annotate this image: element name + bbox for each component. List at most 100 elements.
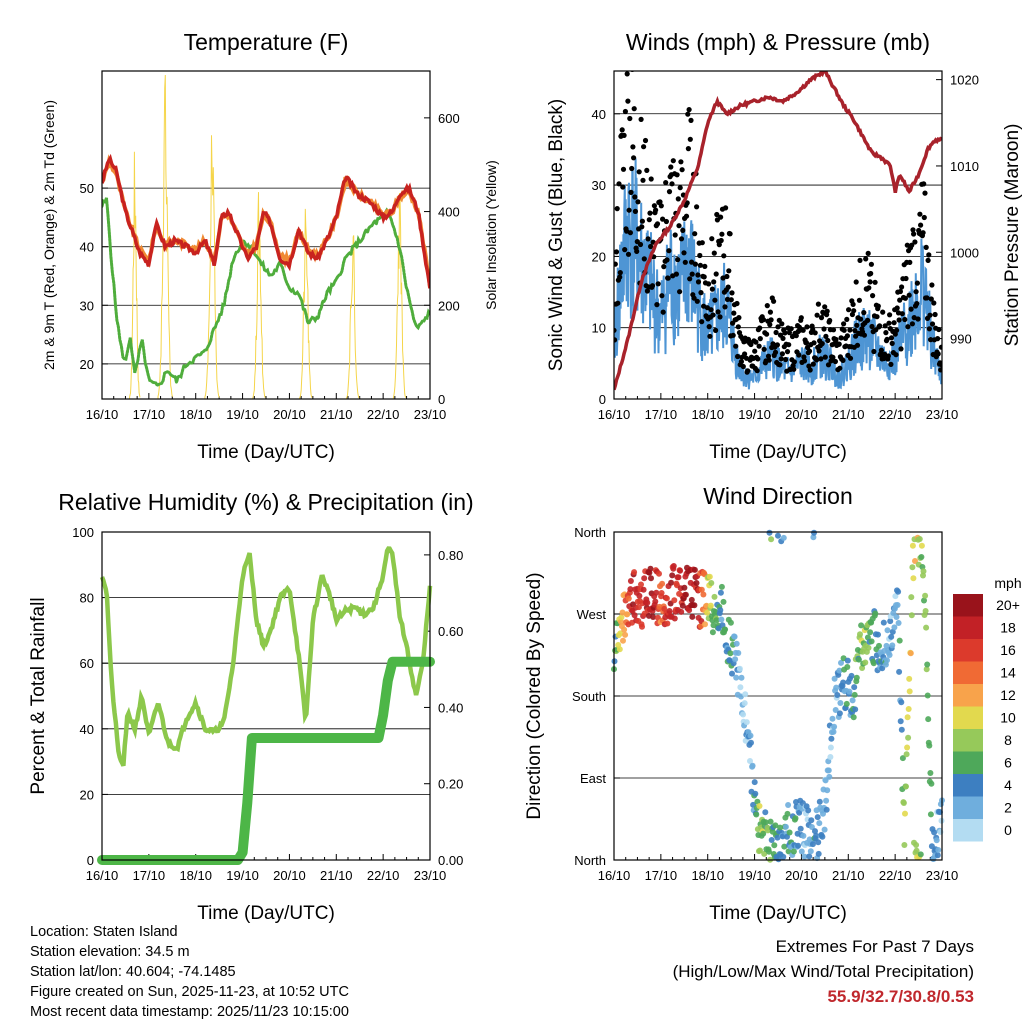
- direction-point: [752, 790, 759, 797]
- direction-point: [889, 628, 896, 635]
- direction-point: [901, 842, 908, 848]
- direction-point: [653, 589, 660, 596]
- direction-point: [906, 675, 913, 682]
- gust-point: [868, 261, 875, 267]
- direction-x-tick-label: 19/10: [738, 868, 771, 883]
- winds-y-tick-label: 0: [599, 392, 606, 407]
- direction-point: [904, 744, 911, 751]
- gust-point: [626, 207, 632, 213]
- total-rainfall-line: [97, 656, 435, 865]
- direction-point: [720, 598, 727, 605]
- winds-plot-frame: [613, 70, 943, 400]
- direction-point: [638, 581, 644, 588]
- direction-point: [707, 602, 714, 609]
- winds-x-tick-label: 20/10: [785, 407, 818, 422]
- gust-point: [678, 159, 684, 165]
- gust-point: [742, 351, 748, 357]
- direction-point: [644, 599, 651, 606]
- gust-point: [648, 176, 654, 182]
- gust-point: [738, 359, 745, 365]
- direction-point: [905, 706, 912, 712]
- humidity-x-tick-label: 22/10: [367, 868, 400, 883]
- gust-point: [711, 279, 717, 285]
- gust-point: [670, 158, 676, 164]
- direction-point: [718, 583, 725, 590]
- direction-point: [647, 565, 654, 572]
- gust-point: [695, 272, 701, 278]
- direction-point: [816, 820, 823, 827]
- gust-point: [682, 259, 688, 265]
- gust-point: [709, 286, 716, 292]
- gust-point: [822, 304, 828, 310]
- humidity-y-right-tick-label: 0.00: [438, 853, 463, 868]
- gust-point: [782, 330, 788, 336]
- direction-point: [934, 852, 941, 859]
- gust-point: [887, 312, 893, 318]
- gust-point: [791, 366, 797, 372]
- gust-point: [687, 136, 693, 142]
- gust-point: [908, 306, 914, 312]
- gust-point: [620, 184, 626, 190]
- gust-point: [914, 301, 920, 307]
- extremes-values: 55.9/32.7/30.8/0.53: [827, 987, 974, 1006]
- gust-point: [624, 71, 630, 77]
- direction-point: [879, 665, 886, 672]
- gust-point: [687, 276, 693, 282]
- gust-point: [648, 243, 654, 250]
- direction-x-tick-label: 22/10: [879, 868, 912, 883]
- gust-point: [938, 344, 942, 350]
- winds-y-right-tick-label: 1020: [950, 73, 979, 88]
- gust-point: [837, 365, 843, 371]
- direction-point: [816, 798, 823, 805]
- direction-point: [648, 575, 654, 582]
- direction-point: [806, 853, 813, 860]
- gust-point: [778, 356, 784, 362]
- temperature-x-tick-label: 18/10: [179, 407, 212, 422]
- direction-point: [823, 797, 830, 804]
- direction-point: [924, 692, 931, 699]
- direction-x-tick-label: 17/10: [645, 868, 678, 883]
- direction-point: [652, 598, 659, 605]
- direction-point: [910, 575, 917, 582]
- direction-point: [935, 847, 942, 853]
- direction-point: [624, 611, 631, 618]
- colorbar-swatch: [953, 616, 983, 639]
- gust-point: [850, 301, 856, 307]
- gust-point: [818, 356, 824, 362]
- temperature-y-right-tick-label: 600: [438, 111, 460, 126]
- direction-point: [772, 822, 779, 829]
- direction-chart-title: Wind Direction: [703, 483, 853, 509]
- temperature-x-tick-label: 23/10: [414, 407, 447, 422]
- gust-point: [760, 317, 767, 323]
- direction-point: [827, 744, 834, 751]
- direction-point: [748, 739, 754, 746]
- direction-point: [832, 707, 839, 713]
- gust-point: [625, 251, 632, 257]
- gust-point: [614, 249, 620, 255]
- gust-point: [755, 356, 761, 362]
- gust-point: [625, 98, 631, 104]
- temperature-series-group: [102, 74, 430, 399]
- winds-y-right-tick-label: 1010: [950, 159, 979, 174]
- humidity-y-right-tick-label: 0.60: [438, 624, 463, 639]
- direction-point: [631, 612, 638, 619]
- temperature-chart-title: Temperature (F): [184, 29, 349, 55]
- direction-point: [884, 627, 891, 634]
- gust-point: [695, 279, 702, 285]
- direction-point: [768, 837, 775, 843]
- direction-point: [903, 751, 910, 758]
- direction-point: [735, 650, 742, 656]
- direction-point: [898, 699, 905, 706]
- gust-point: [673, 271, 680, 277]
- gust-point: [711, 250, 717, 256]
- gust-point: [654, 302, 660, 308]
- gust-point: [733, 343, 739, 349]
- gust-point: [748, 341, 754, 348]
- gust-point: [838, 335, 844, 341]
- direction-point: [641, 575, 648, 582]
- gust-point: [936, 326, 942, 333]
- gust-point: [718, 214, 724, 220]
- gust-point: [905, 324, 911, 330]
- direction-point: [693, 580, 700, 586]
- gust-point: [779, 321, 785, 327]
